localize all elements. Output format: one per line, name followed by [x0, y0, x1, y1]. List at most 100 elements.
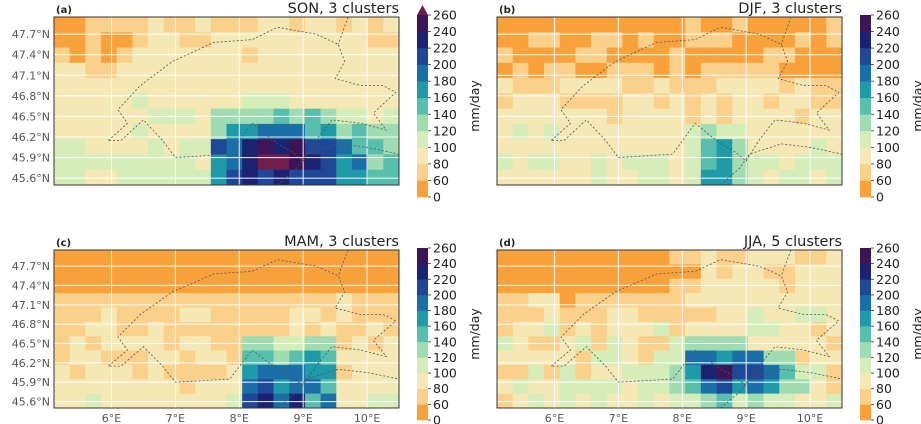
- heatmap-cell: [257, 293, 274, 308]
- panel-frame: [53, 249, 400, 409]
- heatmap-cell: [148, 321, 165, 337]
- heatmap-cell: [54, 250, 71, 265]
- x-tick-label: 9°E: [736, 412, 755, 424]
- heatmap-cell: [747, 350, 764, 366]
- heatmap-cell: [685, 250, 702, 265]
- colorbar-segment: [417, 48, 428, 65]
- heatmap-cell: [210, 321, 227, 337]
- heatmap-cell: [101, 47, 118, 64]
- heatmap-cell: [497, 62, 514, 79]
- heatmap-cell: [669, 307, 686, 323]
- colorbar-tick-label: 240: [433, 256, 457, 271]
- heatmap-cell: [747, 264, 764, 280]
- heatmap-cell: [85, 364, 102, 380]
- colorbar-segment: [417, 163, 428, 181]
- heatmap-cell: [116, 350, 133, 366]
- heatmap-cell: [732, 169, 749, 186]
- heatmap-cell: [351, 250, 369, 265]
- colorbar-segment: [860, 279, 871, 296]
- heatmap-cell: [638, 321, 655, 337]
- colorbar-tick-label: 80: [433, 381, 449, 396]
- colorbar-label: mm/day: [910, 308, 921, 360]
- heatmap-cell: [763, 123, 780, 140]
- country-border: [551, 26, 840, 162]
- heatmap-cell: [747, 47, 764, 64]
- heatmap-cell: [622, 62, 639, 79]
- heatmap-cell: [638, 350, 655, 366]
- heatmap-cell: [810, 47, 827, 64]
- heatmap-cell: [716, 32, 733, 48]
- heatmap-cell: [763, 321, 780, 337]
- heatmap-cell: [716, 264, 733, 280]
- heatmap-cell: [716, 139, 733, 155]
- heatmap-cell: [779, 321, 796, 337]
- colorbar-tick-label: 60: [433, 397, 449, 412]
- heatmap-cell: [810, 139, 827, 155]
- x-tick-label: 6°E: [545, 412, 564, 424]
- heatmap-cell: [575, 278, 592, 294]
- heatmap-cell: [700, 47, 717, 64]
- heatmap-cell: [716, 379, 733, 395]
- heatmap-cell: [336, 154, 353, 171]
- colorbar-tick-label: 200: [433, 287, 457, 302]
- heatmap-cell: [763, 250, 780, 265]
- heatmap-cell: [273, 350, 290, 366]
- heatmap-cell: [367, 62, 384, 79]
- heatmap-cell: [257, 78, 274, 94]
- heatmap-cell: [273, 307, 290, 323]
- heatmap-cell: [273, 93, 290, 110]
- heatmap-cell: [779, 139, 796, 155]
- heatmap-cell: [544, 47, 561, 64]
- heatmap-cell: [132, 293, 149, 308]
- heatmap-cell: [367, 17, 384, 33]
- colorbar-tick-label: 60: [433, 173, 449, 188]
- heatmap-cell: [210, 139, 227, 155]
- heatmap-cell: [716, 93, 733, 110]
- heatmap-cell: [273, 293, 290, 308]
- heatmap-cell: [226, 123, 243, 140]
- heatmap-cell: [685, 139, 702, 155]
- heatmap-cell: [559, 264, 576, 280]
- heatmap-cell: [716, 62, 733, 79]
- heatmap-cell: [528, 139, 545, 155]
- heatmap-cell: [226, 350, 243, 366]
- heatmap-cell: [195, 278, 212, 294]
- heatmap-cell: [116, 307, 133, 323]
- heatmap-cell: [289, 32, 306, 48]
- heatmap-cell: [638, 250, 655, 265]
- heatmap-cell: [559, 379, 576, 395]
- heatmap-cell: [747, 17, 764, 33]
- heatmap-cell: [195, 169, 212, 186]
- heatmap-cell: [148, 123, 165, 140]
- heatmap-cell: [794, 307, 812, 323]
- heatmap-cell: [826, 123, 843, 140]
- heatmap-cell: [497, 123, 514, 140]
- heatmap-cell: [383, 47, 400, 64]
- heatmap-cell: [69, 278, 86, 294]
- heatmap-cell: [336, 62, 353, 79]
- heatmap-cell: [116, 123, 133, 140]
- heatmap-cell: [132, 321, 149, 337]
- colorbar-tick-label: 100: [876, 366, 900, 381]
- heatmap-cell: [226, 264, 243, 280]
- heatmap-cell: [512, 32, 529, 48]
- heatmap-cell: [273, 47, 290, 64]
- heatmap-cell: [512, 278, 529, 294]
- heatmap-cell: [544, 264, 561, 280]
- y-tick-label: 45.9°N: [12, 152, 50, 165]
- map-panel-1: 47.7°N 47.4°N 47.1°N 46.8°N 46.5°N 46.2°N 45.9…: [12, 1, 400, 186]
- colorbar-tick-label: 240: [876, 24, 900, 39]
- heatmap-cell: [273, 139, 290, 155]
- heatmap-cell: [794, 93, 812, 110]
- heatmap-cell: [179, 379, 196, 395]
- heatmap-cell: [273, 250, 290, 265]
- heatmap-cell: [242, 139, 259, 155]
- heatmap-cell: [497, 278, 514, 294]
- heatmap-cell: [826, 250, 843, 265]
- heatmap-cell: [685, 154, 702, 171]
- heatmap-cell: [622, 47, 639, 64]
- heatmap-cell: [85, 17, 102, 33]
- y-tick-label: 45.9°N: [12, 376, 50, 389]
